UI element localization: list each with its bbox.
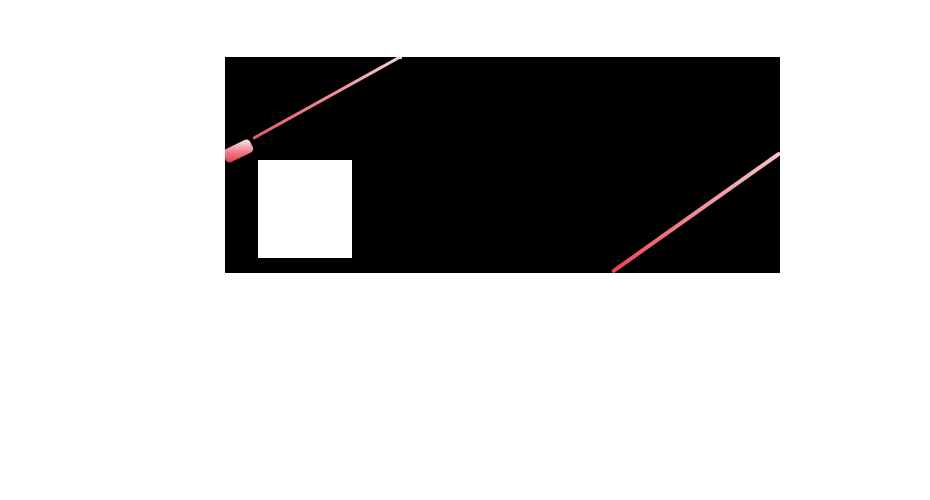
laser-beam-upper-left (252, 57, 403, 141)
laser-beam-lower-right (610, 151, 780, 273)
beam-exit-spark (400, 57, 402, 59)
white-block (258, 160, 352, 258)
laser-emitter-box (225, 138, 255, 164)
game-viewport[interactable] (225, 57, 780, 273)
